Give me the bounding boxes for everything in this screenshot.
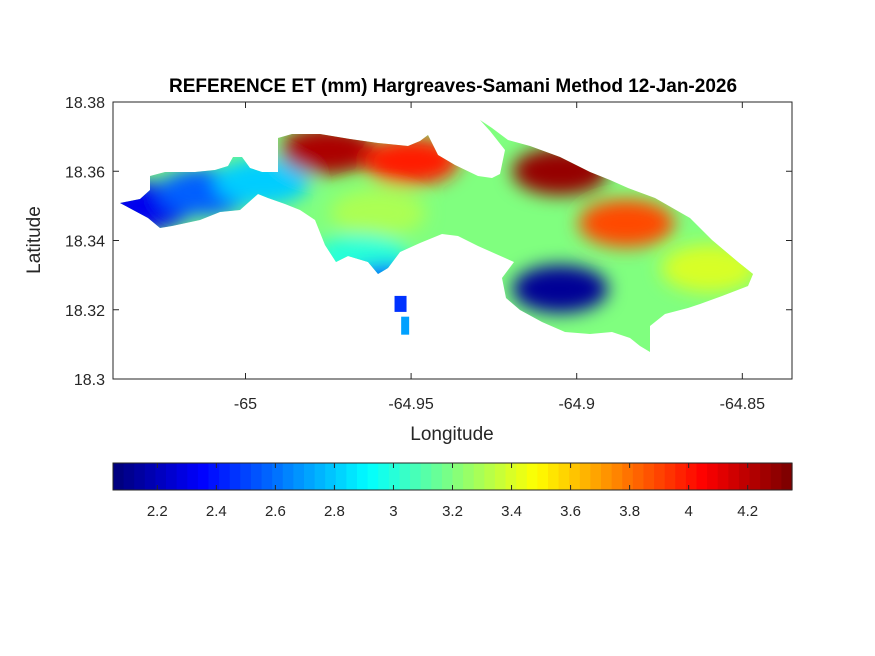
colorbar-tick-label: 3.8 xyxy=(619,503,640,520)
colorbar-segment xyxy=(558,463,570,490)
colorbar-segment xyxy=(654,463,666,490)
colorbar-segment xyxy=(505,463,517,490)
colorbar-segment xyxy=(293,463,305,490)
colorbar-segment xyxy=(728,463,740,490)
colorbar: 2.2 2.4 2.6 2.8 3 3.2 3.4 3.6 3.8 4 4.2 xyxy=(112,462,793,520)
colorbar-segment xyxy=(452,463,464,490)
x-axis-label: Longitude xyxy=(410,424,493,445)
islet-mark-2 xyxy=(401,316,410,335)
colorbar-segment xyxy=(325,463,337,490)
colorbar-segment xyxy=(357,463,369,490)
colorbar-segment xyxy=(229,463,241,490)
colorbar-segment xyxy=(155,463,167,490)
colorbar-segment xyxy=(685,463,698,490)
et-region-east-central xyxy=(578,199,675,248)
colorbar-segment xyxy=(770,463,782,490)
colorbar-segment xyxy=(484,463,496,490)
x-tick-label: -64.95 xyxy=(388,396,433,413)
colorbar-segment xyxy=(410,463,422,490)
colorbar-segment xyxy=(113,463,125,490)
colorbar-segment xyxy=(590,463,602,490)
colorbar-segment xyxy=(781,463,793,490)
colorbar-segment xyxy=(569,463,581,490)
colorbar-tick-label: 3 xyxy=(389,503,397,520)
chart-title: REFERENCE ET (mm) Hargreaves-Samani Meth… xyxy=(169,76,737,97)
colorbar-segment xyxy=(537,463,549,490)
colorbar-segment xyxy=(208,463,220,490)
colorbar-tick-label: 4 xyxy=(685,503,693,520)
y-axis: 18.3 18.32 18.34 18.36 18.38 xyxy=(65,95,792,389)
colorbar-tick-label: 3.2 xyxy=(442,503,463,520)
y-tick-label: 18.36 xyxy=(65,164,105,181)
colorbar-segment xyxy=(516,463,528,490)
colorbar-segment xyxy=(335,463,348,490)
colorbar-segment xyxy=(219,463,231,490)
colorbar-segment xyxy=(494,463,507,490)
colorbar-segment xyxy=(420,463,432,490)
colorbar-segment xyxy=(749,463,761,490)
colorbar-segment xyxy=(431,463,443,490)
colorbar-segment xyxy=(601,463,613,490)
colorbar-segment xyxy=(166,463,178,490)
colorbar-segment xyxy=(738,463,751,490)
colorbar-tick-label: 2.8 xyxy=(324,503,345,520)
colorbar-segment xyxy=(399,463,411,490)
y-axis-label: Latitude xyxy=(24,206,45,274)
colorbar-segment xyxy=(261,463,273,490)
colorbar-segment xyxy=(282,463,294,490)
colorbar-segment xyxy=(134,463,146,490)
colorbar-segment xyxy=(760,463,772,490)
colorbar-segment xyxy=(526,463,538,490)
et-region-central xyxy=(329,188,426,237)
y-tick-label: 18.32 xyxy=(65,303,105,320)
colorbar-tick-label: 2.4 xyxy=(206,503,227,520)
colorbar-segment xyxy=(240,463,252,490)
x-tick-label: -64.85 xyxy=(720,396,765,413)
colorbar-segment xyxy=(473,463,485,490)
colorbar-segment xyxy=(441,463,454,490)
et-region-west-central xyxy=(214,157,311,206)
colorbar-segment xyxy=(303,463,316,490)
colorbar-segment xyxy=(547,463,560,490)
colorbar-segment xyxy=(197,463,210,490)
colorbar-segment xyxy=(272,463,284,490)
colorbar-segment xyxy=(123,463,135,490)
y-tick-label: 18.38 xyxy=(65,95,105,112)
colorbar-segment xyxy=(664,463,676,490)
colorbar-segment xyxy=(675,463,687,490)
colorbar-tick-label: 3.6 xyxy=(560,503,581,520)
colorbar-tick-label: 4.2 xyxy=(737,503,758,520)
colorbar-segment xyxy=(611,463,623,490)
colorbar-segment xyxy=(579,463,592,490)
et-region-southeast-basin xyxy=(512,264,609,313)
colorbar-tick-label: 3.4 xyxy=(501,503,522,520)
colorbar-tick-label: 2.6 xyxy=(265,503,286,520)
x-tick-label: -65 xyxy=(234,396,257,413)
colorbar-segment xyxy=(707,463,719,490)
colorbar-tick-label: 2.2 xyxy=(147,503,168,520)
colorbar-segment xyxy=(314,463,326,490)
x-tick-label: -64.9 xyxy=(558,396,595,413)
colorbar-segment xyxy=(643,463,655,490)
y-tick-label: 18.34 xyxy=(65,234,105,251)
colorbar-segment xyxy=(144,463,157,490)
x-axis: -65 -64.95 -64.9 -64.85 xyxy=(234,102,765,413)
colorbar-segment xyxy=(367,463,379,490)
colorbar-segment xyxy=(622,463,634,490)
colorbar-segment xyxy=(696,463,708,490)
colorbar-segment xyxy=(176,463,188,490)
colorbar-segment xyxy=(717,463,729,490)
colorbar-segment xyxy=(632,463,645,490)
colorbar-segment xyxy=(187,463,199,490)
colorbar-segment xyxy=(346,463,358,490)
colorbar-segment xyxy=(250,463,263,490)
y-tick-label: 18.3 xyxy=(74,372,105,389)
colorbar-segment xyxy=(463,463,475,490)
colorbar-segment xyxy=(378,463,390,490)
islet-mark-1 xyxy=(394,295,407,312)
colorbar-segment xyxy=(388,463,401,490)
